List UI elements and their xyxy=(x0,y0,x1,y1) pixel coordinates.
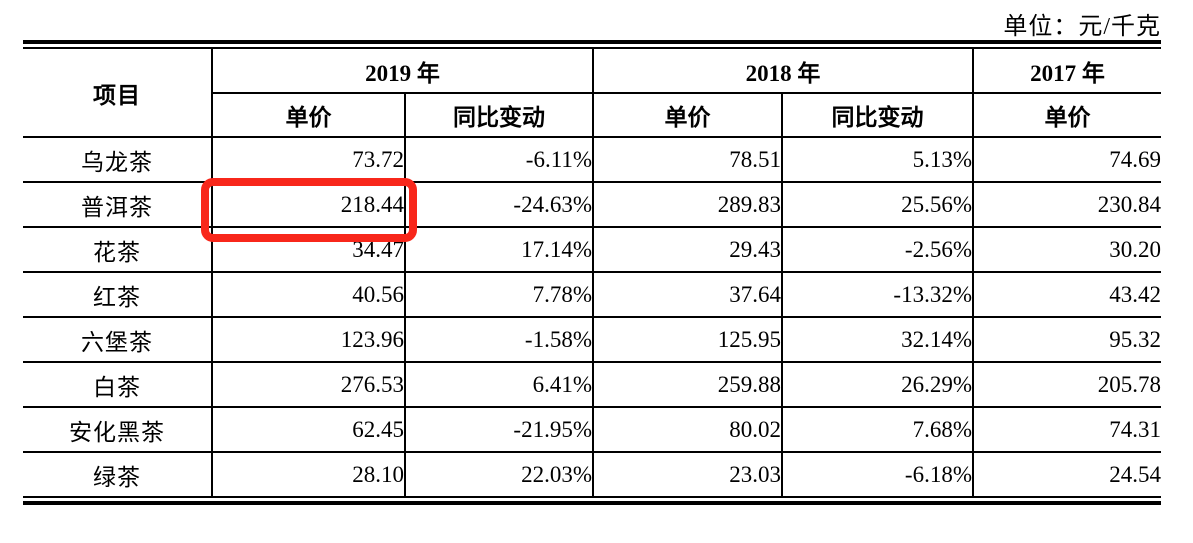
price-2017: 43.42 xyxy=(972,271,1161,318)
yoy-2019: 7.78% xyxy=(404,271,594,318)
tea-price-table-wrap: 项目 2019 年 2018 年 2017 年 单价 同比变动 单价 同比变动 … xyxy=(23,40,1161,505)
item-name: 普洱茶 xyxy=(23,181,213,228)
price-2017: 74.31 xyxy=(972,406,1161,453)
yoy-2018: 7.68% xyxy=(781,406,974,453)
item-name: 安化黑茶 xyxy=(23,406,213,453)
price-2017: 205.78 xyxy=(972,361,1161,408)
table-row-oolong: 乌龙茶 73.72 -6.11% 78.51 5.13% 74.69 xyxy=(23,136,1161,183)
price-2017: 30.20 xyxy=(972,226,1161,273)
yoy-2019: -24.63% xyxy=(404,181,594,228)
price-2019: 276.53 xyxy=(211,361,406,408)
header-year-2017: 2017 年 xyxy=(972,47,1161,94)
top-rule-thick xyxy=(23,40,1161,44)
header-2017-price: 单价 xyxy=(972,92,1161,138)
yoy-2019: -6.11% xyxy=(404,136,594,183)
price-2017: 230.84 xyxy=(972,181,1161,228)
price-2017: 95.32 xyxy=(972,316,1161,363)
item-name: 花茶 xyxy=(23,226,213,273)
item-name: 白茶 xyxy=(23,361,213,408)
yoy-2018: -2.56% xyxy=(781,226,974,273)
price-2019: 123.96 xyxy=(211,316,406,363)
price-2018: 23.03 xyxy=(592,451,783,498)
header-2019-price: 单价 xyxy=(212,92,406,138)
item-name: 乌龙茶 xyxy=(23,136,213,183)
price-2018: 37.64 xyxy=(592,271,783,318)
yoy-2019: -21.95% xyxy=(404,406,594,453)
unit-label: 单位：元/千克 xyxy=(1003,14,1161,40)
table-row-black: 红茶 40.56 7.78% 37.64 -13.32% 43.42 xyxy=(23,271,1161,318)
table-row-puer: 普洱茶 218.44 -24.63% 289.83 25.56% 230.84 xyxy=(23,181,1161,228)
yoy-2019: 6.41% xyxy=(404,361,594,408)
header-year-row: 项目 2019 年 2018 年 2017 年 xyxy=(23,47,1161,138)
price-2017: 24.54 xyxy=(972,451,1161,498)
table-row-white: 白茶 276.53 6.41% 259.88 26.29% 205.78 xyxy=(23,361,1161,408)
price-2018: 259.88 xyxy=(592,361,783,408)
table-row-anhua-dark: 安化黑茶 62.45 -21.95% 80.02 7.68% 74.31 xyxy=(23,406,1161,453)
tea-price-table: 项目 2019 年 2018 年 2017 年 单价 同比变动 单价 同比变动 … xyxy=(23,47,1161,498)
yoy-2018: 26.29% xyxy=(781,361,974,408)
yoy-2018: 5.13% xyxy=(781,136,974,183)
table-row-green: 绿茶 28.10 22.03% 23.03 -6.18% 24.54 xyxy=(23,451,1161,498)
yoy-2018: 25.56% xyxy=(781,181,974,228)
header-sub-row: 单价 同比变动 单价 同比变动 单价 xyxy=(23,92,1161,138)
header-year-2018: 2018 年 xyxy=(592,47,974,94)
price-2019: 34.47 xyxy=(211,226,406,273)
item-name: 红茶 xyxy=(23,271,213,318)
header-item: 项目 xyxy=(23,47,213,138)
header-2018-price: 单价 xyxy=(592,92,783,138)
yoy-2018: -6.18% xyxy=(781,451,974,498)
price-2019: 73.72 xyxy=(211,136,406,183)
price-2018: 80.02 xyxy=(592,406,783,453)
price-2018: 78.51 xyxy=(592,136,783,183)
header-year-2019: 2019 年 xyxy=(211,47,594,94)
price-2019: 28.10 xyxy=(211,451,406,498)
price-2019: 40.56 xyxy=(211,271,406,318)
price-2018: 29.43 xyxy=(592,226,783,273)
price-2018: 289.83 xyxy=(592,181,783,228)
bottom-rule-thick xyxy=(23,501,1161,505)
item-name: 绿茶 xyxy=(23,451,213,498)
table-row-liubao: 六堡茶 123.96 -1.58% 125.95 32.14% 95.32 xyxy=(23,316,1161,363)
yoy-2018: -13.32% xyxy=(781,271,974,318)
price-2019-highlighted: 218.44 xyxy=(211,181,406,228)
header-2019-yoy: 同比变动 xyxy=(404,92,594,138)
price-2019: 62.45 xyxy=(211,406,406,453)
yoy-2018: 32.14% xyxy=(781,316,974,363)
yoy-2019: 17.14% xyxy=(404,226,594,273)
header-2018-yoy: 同比变动 xyxy=(781,92,974,138)
item-name: 六堡茶 xyxy=(23,316,213,363)
price-2018: 125.95 xyxy=(592,316,783,363)
table-row-flower: 花茶 34.47 17.14% 29.43 -2.56% 30.20 xyxy=(23,226,1161,273)
yoy-2019: 22.03% xyxy=(404,451,594,498)
price-2017: 74.69 xyxy=(972,136,1161,183)
yoy-2019: -1.58% xyxy=(404,316,594,363)
